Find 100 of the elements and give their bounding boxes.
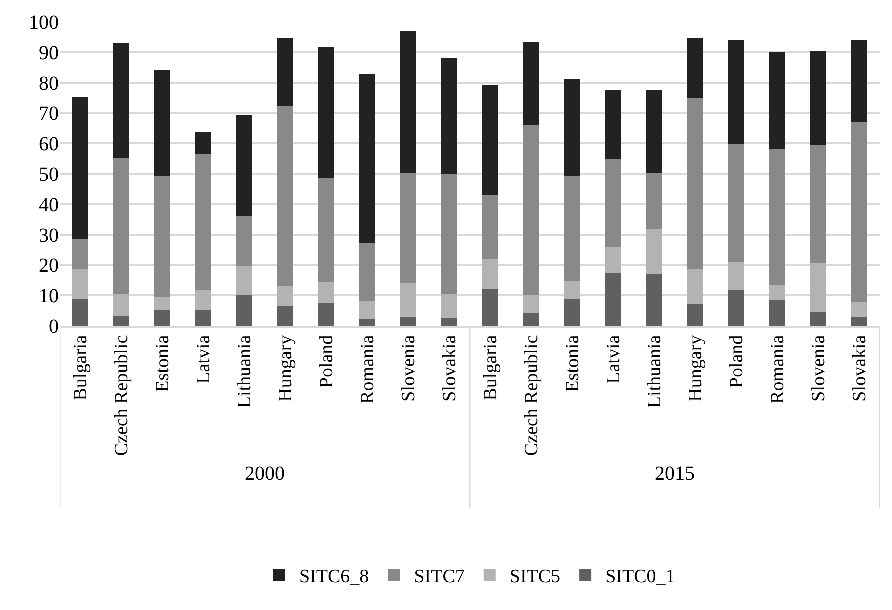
y-tick-label: 100 (29, 12, 59, 34)
x-tick-label: Lithuania (644, 334, 666, 408)
x-tick-label: Lithuania (234, 334, 256, 408)
x-tick-label: Bulgaria (480, 334, 502, 401)
bar (851, 316, 868, 326)
x-tick-label: Poland (316, 334, 338, 388)
bar (359, 74, 376, 244)
bar (605, 248, 622, 274)
bar (318, 178, 335, 282)
bar (687, 38, 704, 98)
bar (687, 98, 704, 270)
bar (605, 90, 622, 160)
bar (564, 79, 581, 176)
x-tick-label: Romania (358, 334, 379, 404)
bar (195, 290, 212, 310)
bar (236, 266, 253, 295)
x-tick-label: Poland (726, 334, 748, 388)
bar (236, 294, 253, 326)
bar (113, 294, 130, 316)
x-tick-label: Estonia (152, 334, 174, 392)
y-tick-label: 70 (39, 103, 59, 126)
bar (236, 116, 253, 217)
x-tick-label: Romania (768, 334, 789, 404)
y-tick-label: 30 (39, 224, 59, 247)
bar (646, 90, 663, 173)
y-tick-label: 20 (39, 255, 59, 278)
bar (441, 294, 458, 319)
bar (154, 176, 171, 298)
text: 2015 (655, 463, 695, 485)
bar (646, 274, 663, 326)
bar (810, 51, 827, 146)
bar (769, 52, 786, 150)
x-tick-label: Slovakia (850, 334, 871, 402)
text: 2000 (245, 463, 285, 485)
x-tick-label: Czech Republic (112, 335, 133, 456)
bar (523, 313, 540, 326)
y-tick-label: 50 (39, 164, 59, 186)
bar (318, 302, 335, 326)
bar (523, 294, 540, 314)
x-tick-label: Hungary (276, 334, 297, 402)
bar (72, 299, 89, 326)
x-tick-label: Latvia (194, 334, 215, 384)
bar (113, 42, 130, 158)
bar (564, 299, 581, 326)
bar (318, 47, 335, 178)
bar (482, 84, 499, 196)
x-tick-label: Czech Republic (522, 335, 543, 456)
bar (646, 230, 663, 274)
bar (400, 316, 417, 326)
bar (482, 258, 499, 289)
y-tick-label: 80 (39, 72, 59, 95)
bar (810, 264, 827, 312)
bar (523, 42, 540, 126)
bar (851, 122, 868, 302)
bar (154, 298, 171, 310)
bar (769, 300, 786, 326)
bar (277, 106, 294, 286)
x-tick-label: Estonia (562, 334, 584, 392)
bar (728, 290, 745, 326)
bar (72, 96, 89, 239)
bar (605, 159, 622, 248)
bar (400, 32, 417, 173)
bar (359, 244, 376, 302)
legend-label: SITC7 (414, 566, 465, 588)
bar (195, 154, 212, 290)
bar (195, 132, 212, 154)
bar (359, 319, 376, 326)
bar (482, 288, 499, 326)
x-tick-label: Slovenia (398, 334, 420, 402)
bar (400, 172, 417, 283)
bar (277, 38, 294, 106)
bar (482, 195, 499, 259)
bar (236, 216, 253, 267)
legend-label: SITC0_1 (606, 566, 676, 588)
bar (851, 40, 868, 122)
x-tick-label: Slovakia (440, 334, 461, 402)
y-tick-label: 40 (39, 194, 59, 216)
bar (851, 302, 868, 317)
bar (441, 318, 458, 326)
bar (277, 306, 294, 326)
bar (564, 176, 581, 282)
bar (728, 144, 745, 262)
bar (769, 150, 786, 286)
bar (277, 286, 294, 307)
bar (113, 158, 130, 294)
bar (605, 274, 622, 326)
x-tick-label: Slovenia (808, 334, 830, 402)
y-tick-label: 0 (49, 316, 59, 338)
bar (72, 238, 89, 269)
y-tick-label: 90 (39, 42, 59, 64)
bar (72, 268, 89, 300)
bar (523, 126, 540, 295)
bar (728, 40, 745, 144)
bar (154, 70, 171, 176)
x-tick-label: Latvia (604, 334, 625, 384)
bar (441, 58, 458, 175)
y-tick-label: 60 (39, 134, 59, 156)
bar (810, 145, 827, 264)
bar (154, 310, 171, 326)
bar (728, 262, 745, 290)
